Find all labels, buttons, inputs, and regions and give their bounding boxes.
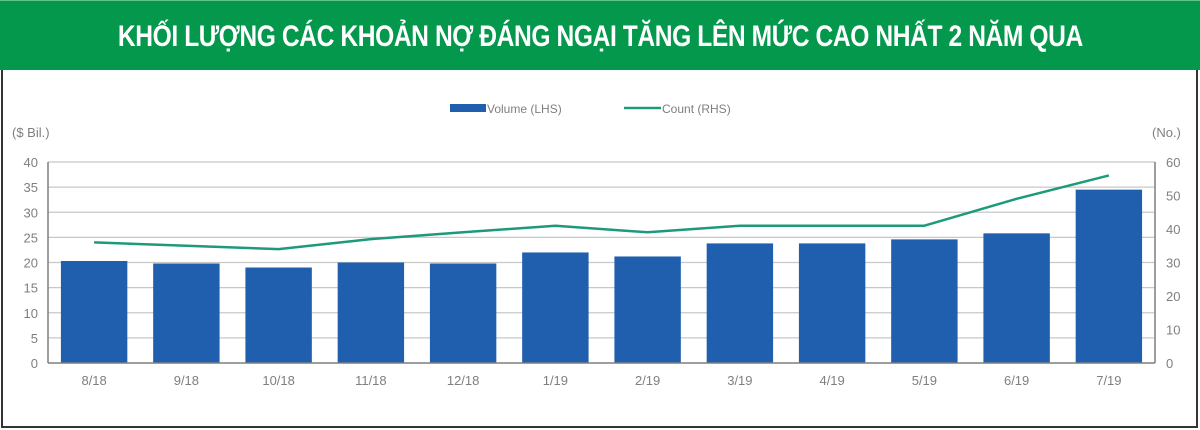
x-tick-label: 10/18: [262, 373, 295, 388]
volume-bar: [60, 260, 128, 363]
x-tick-label: 5/19: [912, 373, 937, 388]
x-axis-labels: 8/18 9/18 10/18 11/18 12/18 1/19 2/19 3/19 4/19 5…: [81, 373, 1121, 388]
left-tick-label: 25: [24, 230, 38, 245]
x-tick-label: 11/18: [355, 373, 387, 388]
gridlines: [48, 161, 1155, 339]
x-tick-label: 8/18: [81, 373, 106, 388]
x-tick-label: 7/19: [1096, 373, 1121, 388]
right-tick-label: 50: [1166, 189, 1180, 204]
chart-title: KHỐI LƯỢNG CÁC KHOẢN NỢ ĐÁNG NGẠI TĂNG L…: [117, 19, 1083, 53]
left-tick-label: 35: [24, 180, 38, 195]
volume-bar: [429, 263, 497, 363]
volume-bar: [337, 262, 405, 363]
volume-bar: [522, 252, 589, 363]
left-tick-label: 30: [24, 205, 38, 220]
volume-bar: [1075, 189, 1143, 363]
left-tick-label: 20: [24, 256, 38, 271]
right-tick-label: 20: [1166, 289, 1180, 304]
volume-bar: [798, 243, 866, 363]
left-axis-ticks: 0 5 10 15 20 25 30 35 40: [24, 155, 38, 371]
left-tick-label: 10: [24, 306, 38, 321]
right-tick-label: 40: [1166, 222, 1180, 237]
title-banner: KHỐI LƯỢNG CÁC KHOẢN NỢ ĐÁNG NGẠI TĂNG L…: [0, 0, 1200, 70]
x-tick-label: 1/19: [543, 373, 568, 388]
volume-bar: [614, 256, 681, 363]
legend-volume-label: Volume (LHS): [487, 102, 562, 116]
axis-lines: [47, 162, 1156, 364]
right-axis-unit: (No.): [1152, 125, 1181, 140]
right-tick-label: 60: [1166, 155, 1180, 170]
volume-bars: [60, 189, 1143, 363]
right-tick-label: 10: [1166, 323, 1180, 338]
left-tick-label: 40: [24, 155, 38, 170]
legend-count-label: Count (RHS): [662, 102, 731, 116]
x-tick-label: 3/19: [727, 373, 752, 388]
count-line: [94, 174, 1110, 251]
volume-bar: [245, 267, 312, 363]
x-tick-label: 2/19: [635, 373, 660, 388]
legend-bar-swatch: [450, 104, 486, 112]
right-tick-label: 0: [1166, 356, 1173, 371]
right-tick-label: 30: [1166, 256, 1180, 271]
volume-bar: [153, 263, 220, 363]
x-tick-label: 9/18: [174, 373, 199, 388]
legend: Volume (LHS) Count (RHS): [450, 102, 731, 116]
x-tick-label: 6/19: [1004, 373, 1029, 388]
volume-bar: [983, 233, 1050, 363]
x-tick-label: 4/19: [819, 373, 844, 388]
x-tick-label: 12/18: [447, 373, 480, 388]
volume-bar: [891, 239, 958, 363]
left-tick-label: 5: [31, 331, 38, 346]
left-axis-unit: ($ Bil.): [12, 125, 50, 140]
left-tick-label: 0: [31, 356, 38, 371]
left-tick-label: 15: [24, 281, 38, 296]
right-axis-ticks: 0 10 20 30 40 50 60: [1166, 155, 1180, 371]
volume-bar: [706, 243, 774, 363]
